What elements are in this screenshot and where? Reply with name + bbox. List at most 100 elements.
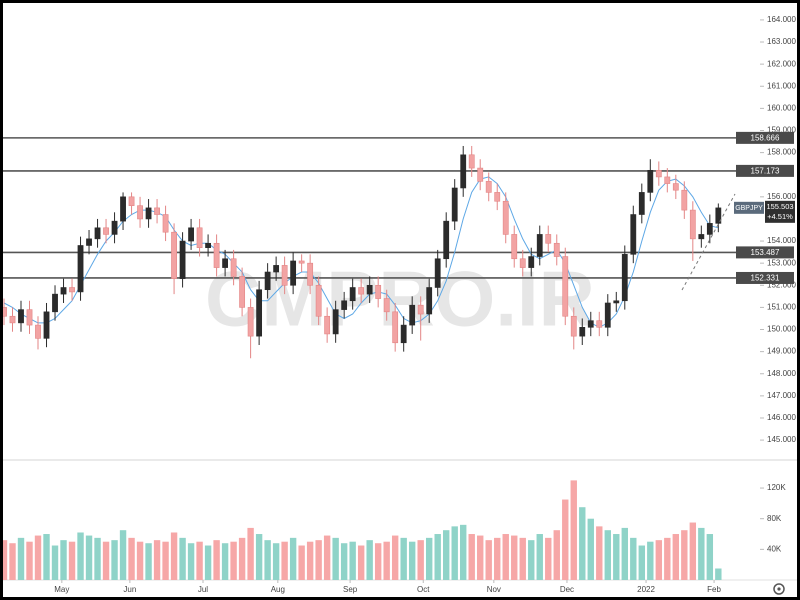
candle-body [426,287,433,315]
candle-body [273,265,280,273]
candle [672,174,679,200]
volume-bar [238,537,246,580]
y-tick-label: 162.000 [767,59,796,68]
settings-icon[interactable] [773,583,785,595]
candle-body [145,207,152,220]
x-tick-label: Nov [487,585,501,594]
volume-tick-label: 80K [767,514,782,523]
volume-bar [357,545,365,580]
volume-bar [587,518,594,580]
symbol-label: GBPJPY [735,205,763,212]
volume-bar [630,537,637,580]
volume-bar [553,530,560,580]
candle-body [137,205,143,220]
candle [451,179,458,230]
candle [205,234,211,257]
candle [222,249,229,277]
candle-body [638,192,645,215]
candle [468,145,475,177]
candle-body [443,220,450,260]
volume-bar [596,526,603,580]
y-tick-label: 151.000 [767,303,796,312]
candle-body [281,265,288,286]
candle [94,218,101,248]
volume-bar [17,537,25,580]
candle [86,230,92,255]
candle [281,256,288,295]
candle [154,199,160,224]
candle-body [179,240,186,279]
candle [290,252,297,295]
settings-gear[interactable] [773,583,785,595]
candle-body [460,154,467,189]
volume-bar [323,535,331,580]
candle [383,289,390,321]
candle-body [613,300,620,304]
volume-bar [60,540,67,580]
candle-body [154,207,160,215]
candle-body [264,271,271,291]
settings-gear-center[interactable] [777,587,781,591]
candle-body [528,256,535,268]
volume-bar [638,545,645,580]
volume-bar [102,541,110,580]
candle [273,256,280,281]
candle-body [698,234,705,240]
candle [137,196,143,228]
x-tick-label: Jun [123,585,136,594]
candle [511,225,518,268]
candle-body [196,227,203,248]
volume-bar [545,537,552,580]
candle [188,218,194,250]
candle-body [604,302,611,328]
price-pane [3,137,760,359]
candle-body [324,315,331,335]
candle [681,181,688,219]
candle [443,212,450,268]
volume-bar [119,530,127,580]
candle [162,205,169,242]
volume-bar [170,532,178,580]
candle-body [35,324,41,339]
candle-body [715,207,722,224]
candle [35,316,41,350]
x-tick-label: Aug [271,585,285,594]
candle-body [409,304,416,326]
candle [9,307,16,332]
candle [341,291,348,319]
candle [196,218,203,257]
candle-body [332,309,339,335]
candle [128,192,135,215]
volume-bar [272,543,280,580]
candle [706,214,713,244]
candle [307,254,314,295]
candle-body [545,234,552,244]
candle-body [162,214,169,233]
candle-body [562,256,569,317]
candle-body [647,169,654,193]
candle-body [171,231,177,279]
volume-bar [94,537,101,580]
candle-body [205,242,211,248]
volume-bar [621,527,628,580]
candle-body [188,227,194,242]
candle [536,225,543,266]
y-tick-label: 147.000 [767,391,796,400]
candle-body [349,287,356,302]
candle [562,247,569,326]
candle-body [621,254,628,302]
y-tick-label: 158.000 [767,148,796,157]
volume-bar [528,540,535,580]
candle-body [477,167,484,182]
candle [400,316,407,352]
volume-bar [340,543,348,580]
candle-body [579,327,586,337]
volume-bar [613,534,620,580]
volume-bar [366,540,373,580]
y-tick-label: 161.000 [767,81,796,90]
volume-bar [477,535,484,580]
candle [698,225,705,248]
candle [213,234,220,277]
candle-body [383,298,390,313]
chart-background [3,3,797,597]
